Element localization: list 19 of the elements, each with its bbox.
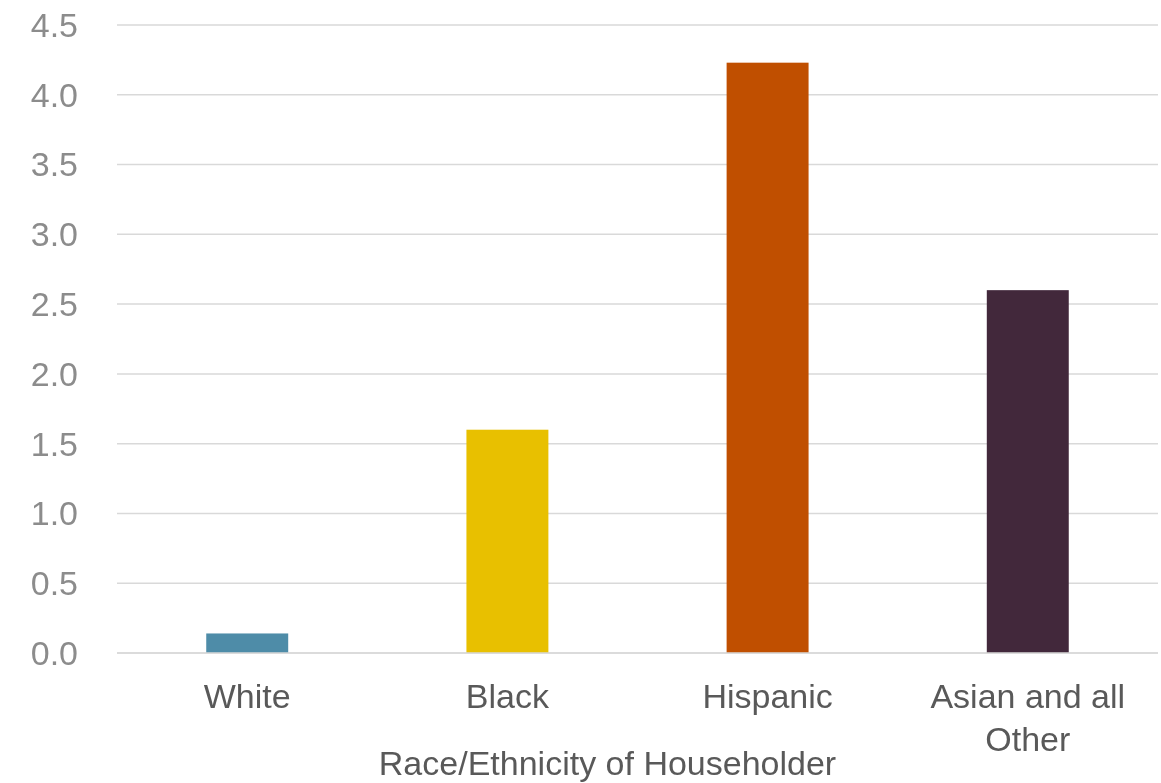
- x-tick-label: Asian and all Other: [930, 677, 1126, 758]
- y-tick-label: 0.0: [30, 633, 78, 672]
- x-tick-label: White: [203, 677, 291, 715]
- bar: [726, 62, 809, 653]
- y-tick-label: 3.5: [30, 145, 78, 184]
- y-tick-label: 0.5: [30, 564, 78, 603]
- y-tick-label: 2.0: [30, 354, 78, 393]
- y-tick-label: 2.5: [30, 285, 78, 324]
- x-tick-label: Black: [465, 677, 550, 715]
- y-tick-label: 1.5: [30, 424, 78, 463]
- y-tick-label: 4.5: [30, 5, 78, 44]
- y-tick-label: 3.0: [30, 215, 78, 254]
- bar: [206, 633, 289, 653]
- y-tick-label: 4.0: [30, 75, 78, 114]
- x-axis-title: Race/Ethnicity of Householder: [378, 744, 837, 782]
- y-tick-label: 1.0: [30, 494, 78, 533]
- bar: [466, 429, 549, 653]
- bar: [986, 290, 1069, 653]
- x-tick-label: Hispanic: [702, 677, 833, 715]
